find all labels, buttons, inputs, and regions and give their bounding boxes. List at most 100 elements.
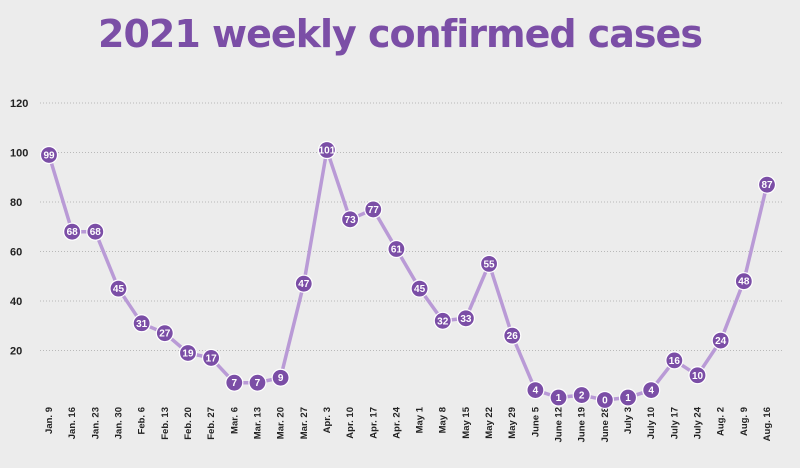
x-tick-label: July 10 bbox=[646, 407, 657, 439]
data-label: 68 bbox=[67, 227, 79, 238]
data-point-marker bbox=[456, 309, 476, 328]
data-point: 61 bbox=[387, 239, 406, 259]
x-tick-label: Mar. 20 bbox=[276, 407, 287, 439]
data-label: 47 bbox=[298, 279, 310, 290]
y-tick-label: 20 bbox=[10, 346, 22, 358]
data-point-marker bbox=[526, 381, 545, 400]
data-point-marker bbox=[757, 175, 777, 194]
data-point: 24 bbox=[711, 331, 730, 350]
data-point: 16 bbox=[665, 351, 684, 370]
data-point: 19 bbox=[178, 343, 198, 363]
x-tick-label: June 12 bbox=[554, 407, 565, 442]
data-point-marker bbox=[39, 145, 59, 165]
data-label: 1 bbox=[556, 393, 562, 404]
x-tick-label: May 8 bbox=[438, 407, 449, 433]
y-tick-label: 40 bbox=[10, 296, 22, 308]
data-label: 4 bbox=[533, 386, 539, 397]
data-point-marker bbox=[178, 343, 198, 363]
data-label: 55 bbox=[484, 259, 496, 270]
x-tick-label: Apr. 17 bbox=[368, 407, 379, 439]
data-label: 87 bbox=[761, 180, 773, 191]
series-line-layer bbox=[47, 148, 769, 402]
x-tick-label: June 28 bbox=[600, 407, 611, 442]
data-label: 45 bbox=[113, 284, 125, 295]
series-line bbox=[47, 148, 769, 402]
x-tick-label: Apr. 10 bbox=[345, 407, 356, 439]
data-point: 2 bbox=[572, 385, 591, 405]
x-tick-label: Feb. 27 bbox=[206, 407, 217, 440]
data-point-marker bbox=[688, 366, 707, 385]
data-point: 4 bbox=[642, 381, 661, 400]
data-label: 9 bbox=[278, 373, 284, 384]
data-label: 61 bbox=[391, 245, 403, 256]
data-point: 87 bbox=[757, 175, 777, 194]
y-axis: 20 40 60 80 100 120 bbox=[10, 98, 28, 358]
data-point: 45 bbox=[410, 279, 429, 298]
data-label: 24 bbox=[715, 336, 727, 347]
data-point: 99 bbox=[39, 145, 59, 165]
data-label: 99 bbox=[43, 150, 55, 161]
data-point-marker bbox=[479, 254, 499, 273]
data-label: 27 bbox=[159, 329, 171, 340]
data-label: 32 bbox=[437, 316, 449, 327]
x-tick-label: July 17 bbox=[669, 407, 680, 439]
x-tick-label: July 3 bbox=[623, 407, 634, 434]
data-point: 7 bbox=[225, 373, 244, 392]
x-tick-label: June 5 bbox=[530, 406, 541, 437]
y-tick-label: 60 bbox=[10, 247, 22, 259]
x-tick-label: Apr. 24 bbox=[391, 406, 402, 438]
data-point-marker bbox=[734, 272, 753, 291]
data-point-marker bbox=[618, 388, 638, 407]
data-point: 73 bbox=[340, 210, 360, 229]
x-tick-label: Mar. 27 bbox=[299, 407, 310, 439]
data-point: 31 bbox=[132, 314, 151, 333]
data-point-marker bbox=[109, 279, 128, 298]
data-point-marker bbox=[410, 279, 429, 298]
x-tick-label: July 24 bbox=[693, 406, 704, 439]
data-point-marker bbox=[63, 222, 82, 241]
data-point: 4 bbox=[526, 381, 545, 400]
data-point-marker bbox=[294, 274, 313, 293]
x-tick-label: Feb. 6 bbox=[137, 407, 148, 434]
x-tick-label: Jan. 30 bbox=[113, 407, 124, 439]
data-point-marker bbox=[572, 385, 591, 405]
data-point: 32 bbox=[433, 311, 452, 330]
x-tick-label: May 29 bbox=[507, 407, 518, 439]
data-label: 4 bbox=[648, 386, 654, 397]
data-label: 101 bbox=[319, 146, 336, 157]
data-point: 68 bbox=[86, 222, 105, 241]
x-tick-label: Feb. 20 bbox=[183, 407, 194, 440]
data-point-marker bbox=[711, 331, 730, 350]
data-point: 48 bbox=[734, 272, 753, 291]
x-tick-label: Mar. 6 bbox=[229, 407, 240, 434]
data-label: 19 bbox=[182, 348, 194, 359]
data-label: 73 bbox=[345, 215, 357, 226]
data-point: 47 bbox=[294, 274, 313, 293]
x-tick-label: Apr. 3 bbox=[322, 407, 333, 433]
y-tick-label: 120 bbox=[10, 98, 28, 110]
data-point-marker bbox=[317, 140, 337, 160]
data-point: 7 bbox=[248, 373, 267, 392]
data-point-marker bbox=[665, 351, 684, 370]
data-point-marker bbox=[86, 222, 105, 241]
data-point-marker bbox=[387, 239, 406, 259]
y-tick-label: 100 bbox=[10, 148, 28, 160]
data-label: 31 bbox=[136, 319, 148, 330]
x-axis: Jan. 9 Jan. 16 Jan. 23 Jan. 30 Feb. 6 Feb. 13… bbox=[44, 406, 773, 442]
data-label: 10 bbox=[692, 371, 704, 382]
data-point-marker bbox=[248, 373, 267, 392]
data-point: 33 bbox=[456, 309, 476, 328]
data-label: 16 bbox=[669, 356, 681, 367]
data-point-marker bbox=[364, 200, 383, 219]
data-label: 7 bbox=[255, 378, 261, 389]
x-tick-label: Jan. 16 bbox=[67, 407, 78, 439]
data-label: 7 bbox=[232, 378, 238, 389]
data-label: 33 bbox=[460, 314, 472, 325]
x-tick-label: Mar. 13 bbox=[252, 407, 263, 439]
data-point-marker bbox=[595, 390, 614, 410]
x-tick-label: Feb. 13 bbox=[160, 407, 171, 440]
data-point-marker bbox=[503, 326, 522, 345]
data-point: 0 bbox=[595, 390, 614, 410]
data-label: 45 bbox=[414, 284, 426, 295]
